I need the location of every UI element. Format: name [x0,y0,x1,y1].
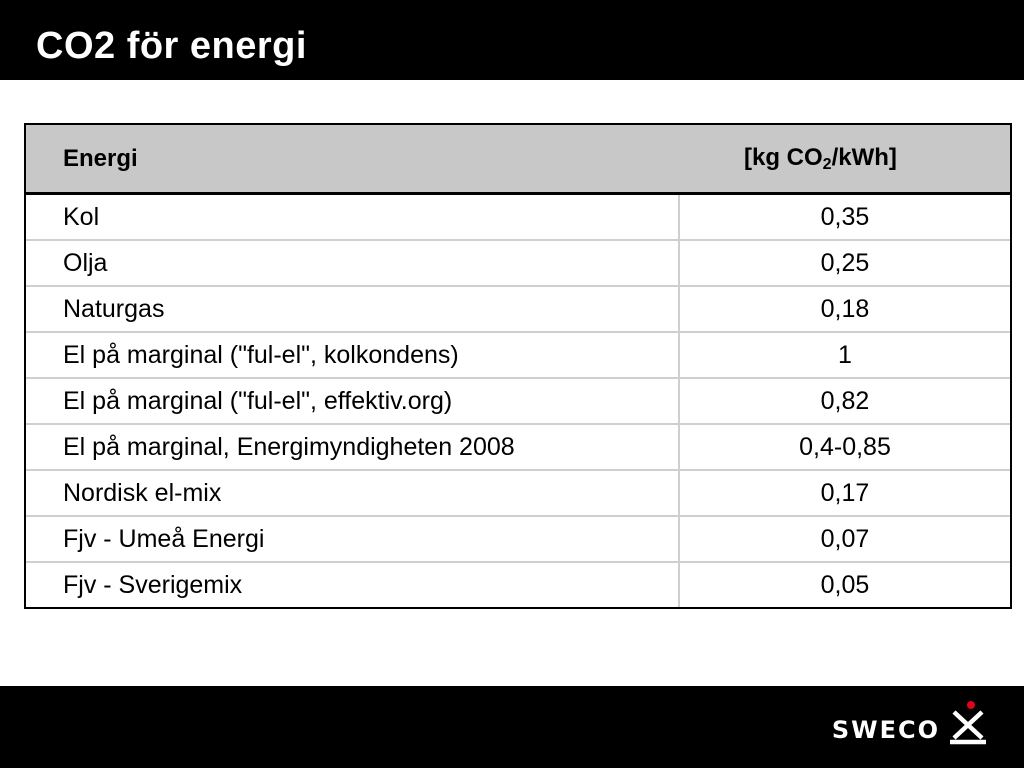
cell-value: 0,18 [820,294,870,323]
table-row: Nordisk el-mix 0,17 [26,469,1010,515]
footer-bar [0,686,1024,768]
table-row: El på marginal ("ful-el", effektiv.org) … [26,377,1010,423]
energy-co2-table: Energi [kg CO2/kWh] Kol 0,35 Olja 0,25 N… [24,123,1012,609]
cell-energy: El på marginal, Energimyndigheten 2008 [26,425,680,469]
cell-value: 1 [838,340,852,369]
table-row: El på marginal, Energimyndigheten 2008 0… [26,423,1010,469]
cell-energy: El på marginal ("ful-el", effektiv.org) [26,379,680,423]
cell-value: 0,82 [820,386,870,415]
logo-text: SWECO [831,716,940,744]
cell-value: 0,35 [820,202,870,231]
cell-value: 0,05 [820,570,870,599]
table-row: Fjv - Sverigemix 0,05 [26,561,1010,607]
cell-energy: Fjv - Sverigemix [26,563,680,607]
sweco-symbol-icon [950,701,986,745]
header-unit-subscript: 2 [822,155,832,173]
table-row: El på marginal ("ful-el", kolkondens) 1 [26,331,1010,377]
cell-value: 0,4-0,85 [799,432,891,461]
header-unit-prefix: [kg CO [744,143,823,171]
header-energy: Energi [63,144,138,172]
cell-value: 0,25 [820,248,870,277]
cell-energy: El på marginal ("ful-el", kolkondens) [26,333,680,377]
table-row: Olja 0,25 [26,239,1010,285]
header-unit-suffix: /kWh] [831,143,897,171]
cell-energy: Nordisk el-mix [26,471,680,515]
slide-title: CO2 för energi [36,25,307,67]
cell-energy: Fjv - Umeå Energi [26,517,680,561]
cell-value: 0,07 [820,524,870,553]
cell-energy: Olja [26,241,680,285]
cell-energy: Kol [26,195,680,239]
table-header: Energi [kg CO2/kWh] [26,125,1010,195]
cell-value: 0,17 [820,478,870,507]
cell-energy: Naturgas [26,287,680,331]
table-row: Kol 0,35 [26,195,1010,239]
sweco-logo: SWECO [832,700,988,746]
table-body: Kol 0,35 Olja 0,25 Naturgas 0,18 El på m… [26,195,1010,607]
table-row: Fjv - Umeå Energi 0,07 [26,515,1010,561]
header-unit: [kg CO2/kWh] [680,144,1010,174]
table-row: Naturgas 0,18 [26,285,1010,331]
title-bar: CO2 för energi [0,0,1024,80]
